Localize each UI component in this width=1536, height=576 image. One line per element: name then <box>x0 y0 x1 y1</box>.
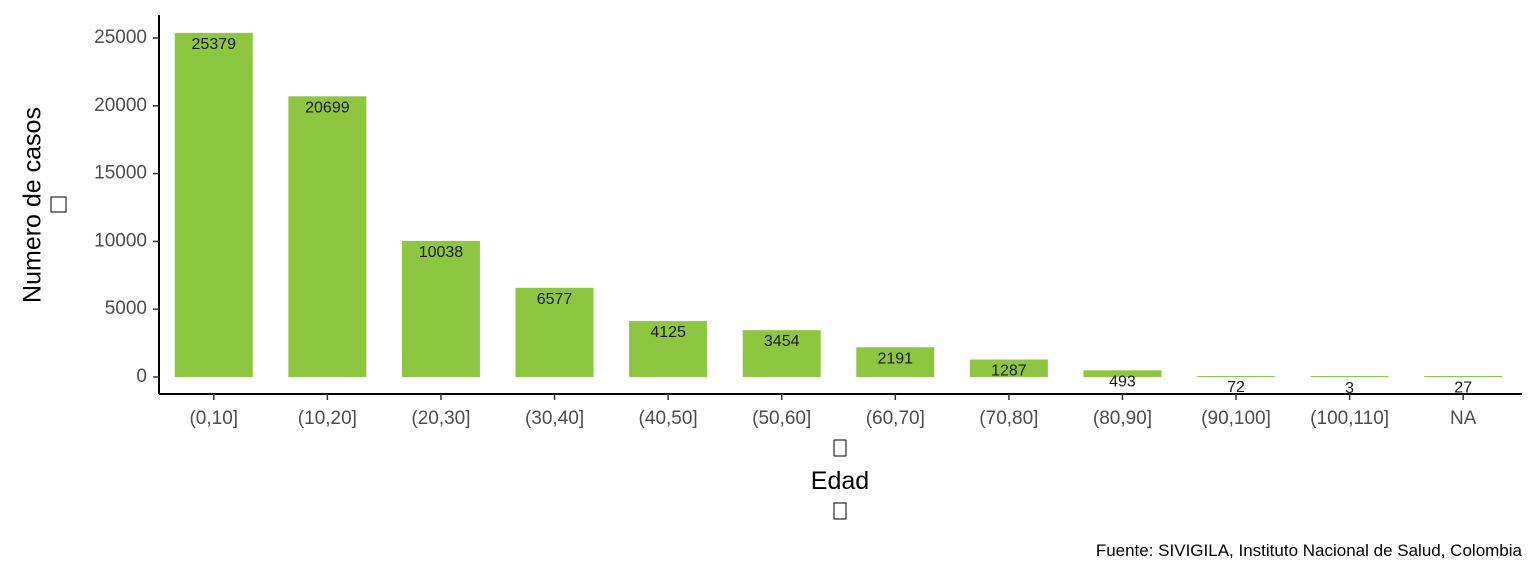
x-tick-label: (20,30] <box>411 408 470 429</box>
bar-data-label: 6577 <box>537 291 573 308</box>
x-axis-title-placeholder-glyph-bottom <box>833 502 847 520</box>
bar <box>629 321 708 377</box>
x-tick-label: (60,70] <box>866 408 925 429</box>
chart-caption: Fuente: SIVIGILA, Instituto Nacional de … <box>1096 541 1523 560</box>
x-tick-label: (70,80] <box>979 408 1038 429</box>
x-tick-label: (50,60] <box>752 408 811 429</box>
x-axis-title: Edad <box>811 467 869 495</box>
bar <box>174 32 253 378</box>
bar-data-label: 3454 <box>764 333 800 350</box>
y-tick-label: 20000 <box>94 95 147 116</box>
bar <box>1197 376 1276 377</box>
x-tick-label: (100,110] <box>1310 408 1389 429</box>
y-axis: 0 5000 10000 15000 20000 25000 <box>94 15 160 394</box>
y-axis-title-group: Numero de casos <box>19 107 47 303</box>
bar <box>969 359 1048 377</box>
y-axis-title-placeholder-glyph <box>50 196 67 213</box>
x-axis: (0,10] (10,20] (20,30] (30,40] (40,50] (50,60… <box>159 393 1522 429</box>
x-tick-label: (90,100] <box>1201 408 1271 429</box>
bar-data-label: 10038 <box>419 244 464 261</box>
y-tick-label: 15000 <box>94 163 147 184</box>
x-tick-label: (30,40] <box>525 408 584 429</box>
bar-data-label: 493 <box>1109 373 1136 390</box>
bar-data-label: 2191 <box>877 350 913 367</box>
x-tick-label: (0,10] <box>189 408 238 429</box>
bar-data-label: 72 <box>1227 379 1245 396</box>
x-tick-label: (40,50] <box>639 408 698 429</box>
bar-data-label: 4125 <box>650 324 686 341</box>
x-tick-label: NA <box>1450 408 1477 429</box>
x-tick-label: (10,20] <box>298 408 357 429</box>
bar <box>856 347 935 377</box>
data-labels-group: 25379 20699 10038 6577 4125 3454 2191 1287 493 72… <box>192 36 1473 397</box>
y-tick-label: 5000 <box>105 298 147 319</box>
y-tick-label: 0 <box>136 366 147 387</box>
bar <box>1083 370 1162 377</box>
bar-data-label: 1287 <box>991 363 1027 380</box>
bar <box>1424 376 1503 377</box>
y-tick-label: 25000 <box>94 27 147 48</box>
bar-data-label: 20699 <box>305 99 350 116</box>
bar-data-label: 3 <box>1345 380 1354 397</box>
bar <box>742 330 821 377</box>
bars-group <box>174 32 1503 378</box>
bar <box>288 96 367 377</box>
x-tick-label: (80,90] <box>1093 408 1152 429</box>
bar <box>1310 376 1389 377</box>
bar-data-label: 25379 <box>192 36 237 53</box>
y-axis-title: Numero de casos <box>19 107 47 303</box>
bar-data-label: 27 <box>1454 380 1472 397</box>
x-axis-title-placeholder-glyph-top <box>833 439 847 457</box>
bar <box>515 287 594 377</box>
y-tick-label: 10000 <box>94 230 147 251</box>
bar <box>401 240 480 377</box>
